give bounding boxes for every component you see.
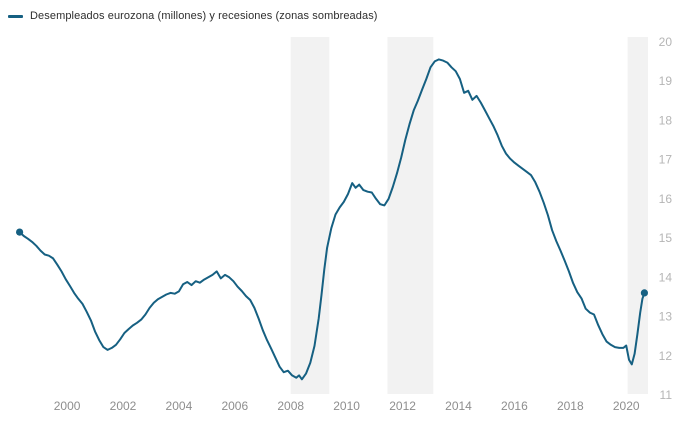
x-axis-tick-label: 2012	[389, 399, 416, 413]
x-axis-tick-label: 2020	[613, 399, 640, 413]
y-axis-tick-label: 16	[659, 192, 673, 206]
end-point-marker	[640, 289, 649, 297]
x-axis-tick-label: 2016	[501, 399, 528, 413]
start-point-marker	[16, 228, 24, 236]
y-axis-tick-label: 19	[659, 74, 673, 88]
legend-label: Desempleados eurozona (millones) y reces…	[30, 10, 378, 22]
x-axis-tick-label: 2008	[277, 399, 304, 413]
y-axis-tick-label: 11	[660, 388, 673, 402]
x-axis-tick-label: 2018	[557, 399, 584, 413]
x-axis-tick-label: 2000	[54, 399, 81, 413]
y-axis-tick-label: 12	[659, 349, 673, 363]
y-axis-tick-label: 18	[659, 113, 673, 127]
unemployment-line	[18, 58, 646, 381]
y-axis-tick-label: 14	[659, 270, 673, 284]
recession-band-recesion-2011-2013	[387, 37, 434, 394]
x-axis-tick-label: 2010	[333, 399, 360, 413]
y-axis-tick-label: 13	[659, 310, 673, 324]
legend-line-swatch	[8, 14, 23, 18]
y-axis-tick-label: 17	[659, 153, 673, 167]
recession-band-recesion-2008-2009	[290, 37, 330, 394]
y-axis-tick-label: 20	[659, 35, 673, 49]
x-axis-tick-label: 2002	[110, 399, 137, 413]
legend: Desempleados eurozona (millones) y reces…	[8, 10, 378, 22]
y-axis-tick-label: 15	[659, 231, 673, 245]
x-axis-tick-label: 2004	[166, 399, 193, 413]
recession-band-recesion-2020	[627, 37, 648, 394]
x-axis-tick-label: 2014	[445, 399, 472, 413]
x-axis-tick-label: 2006	[221, 399, 248, 413]
